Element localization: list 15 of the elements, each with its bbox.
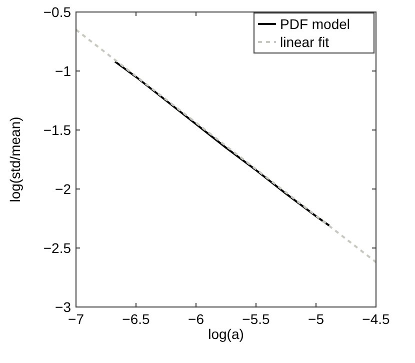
x-tick-label: −5 (308, 311, 324, 327)
x-axis-title: log(a) (208, 326, 244, 342)
line-series (114, 60, 330, 227)
y-axis-title: log(std/mean) (7, 116, 23, 202)
x-tick-label: −4.5 (362, 311, 390, 327)
y-tick-label: −2 (55, 180, 72, 197)
y-tick-label: −1.5 (43, 122, 72, 138)
legend-label: PDF model (280, 16, 350, 32)
legend-label: linear fit (280, 34, 330, 50)
y-tick-label: −2.5 (43, 240, 72, 256)
x-tick-label: −5.5 (242, 311, 270, 327)
y-tick-label: −1 (55, 62, 72, 79)
x-tick-label: −6 (188, 311, 204, 327)
x-tick-label: −6.5 (122, 311, 150, 327)
y-tick-label: −0.5 (43, 4, 72, 20)
